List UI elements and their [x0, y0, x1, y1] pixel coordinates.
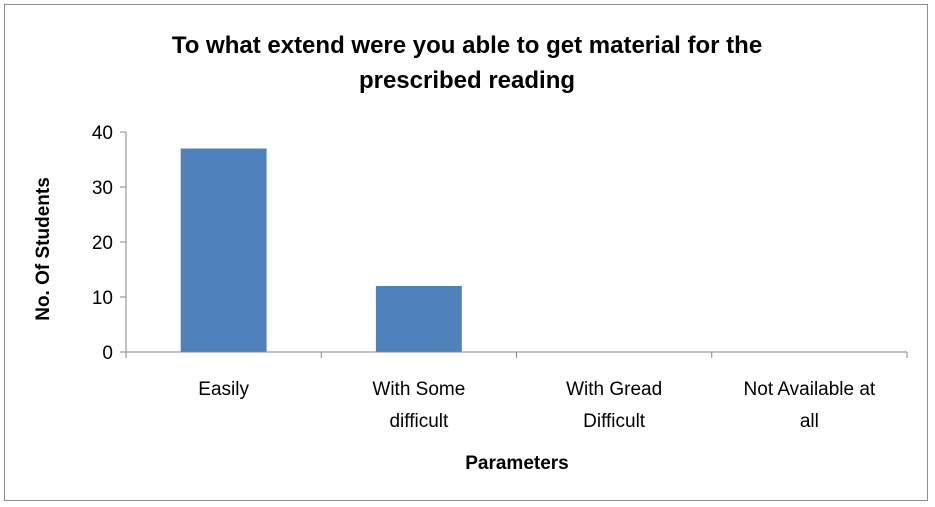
- x-axis-ticks: [125, 352, 908, 358]
- category-label-line: Not Available at: [744, 379, 876, 400]
- bar: [180, 148, 267, 352]
- category-label: Not Available at all: [744, 379, 876, 432]
- y-tick-label: 20: [92, 233, 113, 254]
- y-axis-title: No. Of Students: [33, 177, 54, 321]
- category-label-line: all: [800, 411, 819, 432]
- category-label-line: Easily: [198, 379, 249, 400]
- category-label: Easily: [198, 379, 249, 400]
- category-label-line: Difficult: [583, 411, 646, 432]
- category-label: With Gread Difficult: [566, 379, 662, 432]
- y-tick-label: 0: [102, 343, 113, 364]
- bars: [180, 148, 462, 352]
- x-axis-title: Parameters: [465, 453, 569, 474]
- bar-chart: To what extend were you able to get mate…: [33, 32, 908, 474]
- category-label-line: difficult: [389, 411, 449, 432]
- chart-title-line-0: To what extend were you able to get mate…: [172, 32, 762, 59]
- chart-frame: To what extend were you able to get mate…: [4, 4, 928, 501]
- category-label-line: With Some: [372, 379, 465, 400]
- chart-title-line-1: prescribed reading: [359, 67, 575, 94]
- x-axis-category-labels: Easily With Some difficult With Gread Diffic…: [198, 379, 876, 432]
- y-tick-label: 40: [92, 123, 113, 144]
- chart-title: To what extend were you able to get mate…: [172, 32, 762, 94]
- y-axis-ticks: 0 10 20 30 40: [92, 123, 126, 364]
- y-tick-label: 10: [92, 288, 113, 309]
- category-label-line: With Gread: [566, 379, 662, 400]
- bar: [375, 286, 462, 352]
- category-label: With Some difficult: [372, 379, 465, 432]
- y-tick-label: 30: [92, 178, 113, 199]
